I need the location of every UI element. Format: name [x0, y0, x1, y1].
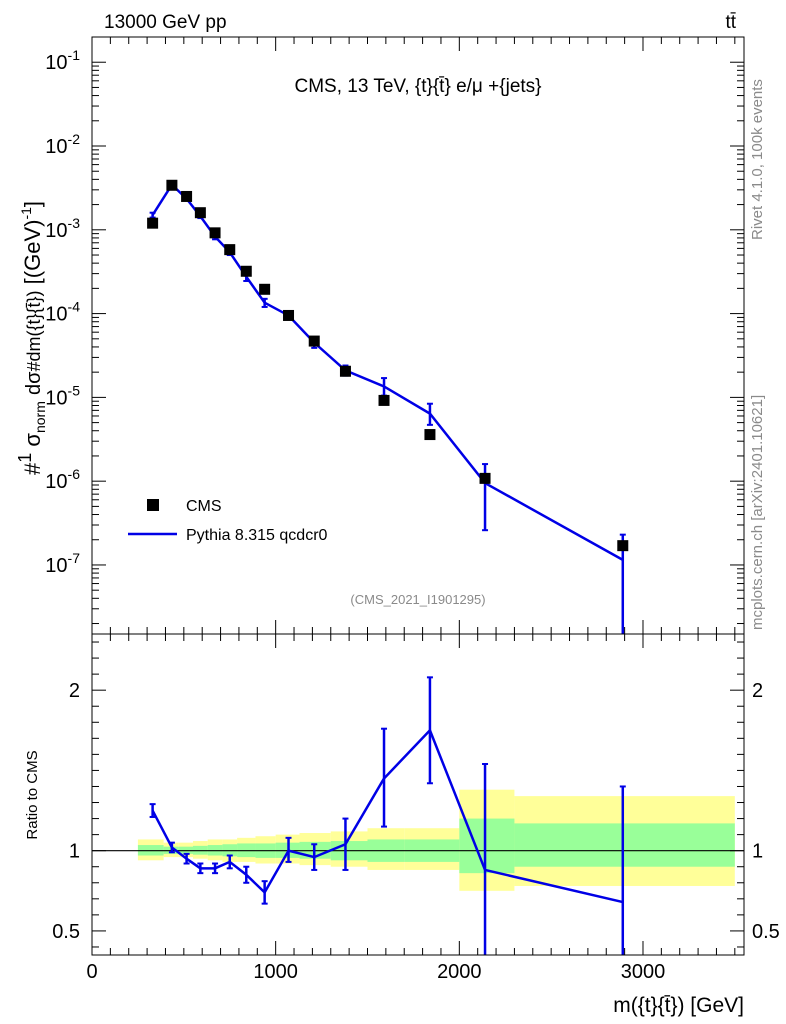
- cms-data-point: [166, 179, 178, 191]
- main-data-marks: [147, 179, 629, 634]
- analysis-watermark: (CMS_2021_I1901295): [350, 592, 485, 607]
- main-y-tick-label: 10-7: [45, 550, 80, 577]
- legend: CMS Pythia 8.315 qcdcr0: [128, 498, 328, 544]
- main-y-tick-label: 10-5: [45, 382, 80, 409]
- main-y-tick-exp: -1: [68, 47, 81, 63]
- x-tick-label: 0: [86, 961, 97, 983]
- ylabel-close: ]: [20, 201, 45, 207]
- rivet-version-label: Rivet 4.1.0, 100k events: [749, 79, 766, 240]
- main-plot-frame: [91, 36, 745, 635]
- main-y-tick-exp: -5: [68, 382, 81, 398]
- ylabel-one: 1: [15, 453, 35, 463]
- ratio-y-tick-label: 1: [69, 841, 80, 863]
- main-y-axis-label: #1 σnorm dσ#dm({t}{t̄}) [(GeV)-1]: [15, 201, 48, 475]
- cms-data-point: [147, 217, 159, 229]
- main-y-tick-base: 10: [45, 387, 67, 409]
- main-y-tick-exp: -2: [68, 131, 81, 147]
- main-y-tick-label: 10-3: [45, 215, 80, 242]
- ylabel-hash: #: [20, 462, 45, 475]
- ratio-band-green: [514, 823, 735, 867]
- ratio-panel: 0.5 0.5 1 1 2 2 0 1000 2000 3000 Ratio to CMS m(…: [24, 633, 780, 1017]
- cms-data-point: [224, 244, 236, 256]
- main-x-ticks: [91, 37, 736, 634]
- main-y-tick-exp: -6: [68, 466, 81, 482]
- main-y-tick-base: 10: [45, 136, 67, 158]
- x-tick-label: 1000: [253, 961, 298, 983]
- cms-data-point: [424, 429, 436, 441]
- main-y-tick-base: 10: [45, 220, 67, 242]
- main-y-tick-exp: -3: [68, 215, 81, 231]
- ylabel-unit-exp: -1: [18, 207, 34, 220]
- x-tick-label: 2000: [437, 961, 482, 983]
- pythia-line: [151, 182, 624, 561]
- cms-data-point: [378, 394, 390, 406]
- ylabel-sigma-sub: norm: [32, 401, 48, 433]
- svg-text:#1 σnorm dσ#dm({t}{t̄}) [(GeV): #1 σnorm dσ#dm({t}{t̄}) [(GeV)-1]: [15, 201, 48, 475]
- ylabel-sigma: σ: [20, 433, 45, 447]
- ylabel-dsigma: dσ: [23, 371, 45, 395]
- cms-data-point: [339, 365, 351, 377]
- mcplots-label: mcplots.cern.ch [arXiv:2401.10621]: [749, 395, 766, 630]
- header-energy-label: 13000 GeV pp: [104, 12, 227, 33]
- legend-cms-label: CMS: [186, 498, 222, 515]
- main-y-tick-exp: -4: [68, 299, 81, 315]
- x-tick-label: 3000: [621, 961, 666, 983]
- main-y-tick-label: 10-6: [45, 466, 80, 493]
- ratio-x-ticks: 0 1000 2000 3000: [86, 634, 736, 983]
- cms-data-point: [181, 190, 193, 202]
- cms-data-point: [209, 227, 221, 239]
- main-y-tick-base: 10: [45, 304, 67, 326]
- cms-data-point: [308, 335, 320, 347]
- legend-pythia-label: Pythia 8.315 qcdcr0: [186, 527, 328, 544]
- ratio-plot-frame: [91, 633, 745, 956]
- cms-data-point: [617, 540, 629, 552]
- ratio-y-axis-label: Ratio to CMS: [24, 750, 41, 839]
- cms-data-point: [283, 309, 295, 321]
- main-panel: CMS, 13 TeV, {t}{t̄} e/μ +{jets} (CMS_20…: [15, 36, 745, 635]
- ylabel-dm: #dm({t}{t̄}): [24, 290, 44, 371]
- ratio-y-tick-label-right: 1: [752, 841, 763, 863]
- ratio-y-tick-label: 0.5: [52, 921, 80, 943]
- main-y-ticks: 10-710-610-510-410-310-210-1: [45, 36, 744, 625]
- ratio-y-tick-label-right: 0.5: [752, 921, 780, 943]
- ratio-y-ticks: 0.5 0.5 1 1 2 2: [52, 641, 780, 948]
- cms-data-point: [194, 207, 206, 219]
- ratio-y-tick-label-right: 2: [752, 680, 763, 702]
- main-y-tick-exp: -7: [68, 550, 81, 566]
- main-y-tick-label: 10-1: [45, 47, 80, 74]
- ylabel-unit: [(GeV): [20, 220, 45, 285]
- cms-data-point: [479, 472, 491, 484]
- ratio-uncertainty-bands: [137, 789, 735, 891]
- main-y-tick-base: 10: [45, 52, 67, 74]
- main-y-tick-base: 10: [45, 555, 67, 577]
- ratio-data-marks: [149, 676, 626, 955]
- cms-data-point: [259, 283, 271, 295]
- main-y-tick-label: 10-2: [45, 131, 80, 158]
- legend-cms-marker: [147, 499, 159, 511]
- x-axis-label: m({t}{t̄}) [GeV]: [613, 994, 744, 1017]
- main-y-tick-label: 10-4: [45, 299, 80, 326]
- main-plot-title: CMS, 13 TeV, {t}{t̄} e/μ +{jets}: [294, 76, 541, 97]
- header-process-label: tt̄: [725, 12, 736, 33]
- ratio-y-tick-label: 2: [69, 680, 80, 702]
- cms-data-point: [240, 265, 252, 277]
- main-y-tick-base: 10: [45, 471, 67, 493]
